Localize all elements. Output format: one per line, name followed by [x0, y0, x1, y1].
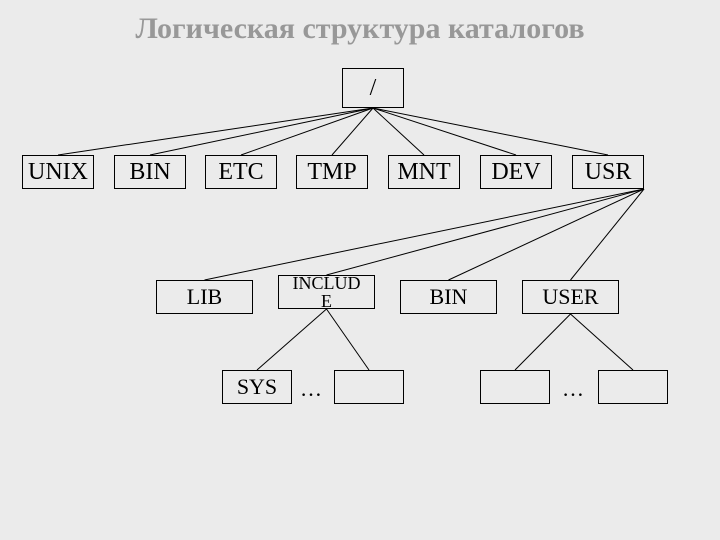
node-etc: ETC: [205, 155, 277, 189]
node-label: DEV: [491, 159, 540, 185]
node-label: TMP: [307, 159, 356, 185]
node-label: LIB: [187, 285, 222, 309]
node-usr: USR: [572, 155, 644, 189]
ellipsis-include: …: [300, 376, 322, 402]
node-unix: UNIX: [22, 155, 94, 189]
node-label: SYS: [237, 375, 277, 399]
node-inc-blank: [334, 370, 404, 404]
node-bin2: BIN: [400, 280, 497, 314]
node-dev: DEV: [480, 155, 552, 189]
node-usr-blank-a: [480, 370, 550, 404]
node-lib: LIB: [156, 280, 253, 314]
page-title: Логическая структура каталогов: [0, 12, 720, 46]
node-include: INCLUDE: [278, 275, 375, 309]
node-bin: BIN: [114, 155, 186, 189]
node-label: BIN: [430, 285, 468, 309]
node-label: MNT: [397, 159, 450, 185]
node-user: USER: [522, 280, 619, 314]
node-mnt: MNT: [388, 155, 460, 189]
node-root: /: [342, 68, 404, 108]
node-tmp: TMP: [296, 155, 368, 189]
node-label: INCLUDE: [293, 274, 361, 310]
node-usr-blank-b: [598, 370, 668, 404]
node-label: USER: [542, 285, 598, 309]
ellipsis-user: …: [562, 376, 584, 402]
node-label: /: [370, 75, 377, 101]
node-sys: SYS: [222, 370, 292, 404]
node-label: BIN: [129, 159, 170, 185]
node-label: ETC: [218, 159, 263, 185]
node-label: UNIX: [28, 159, 88, 185]
node-label: USR: [585, 159, 632, 185]
